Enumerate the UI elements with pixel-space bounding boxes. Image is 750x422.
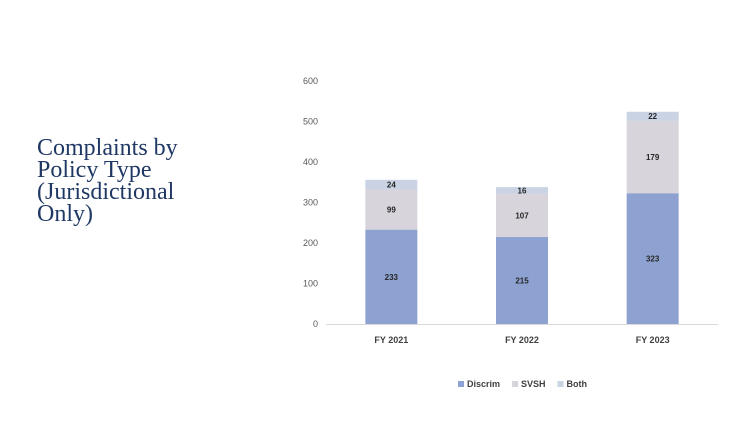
y-tick-label: 500 (303, 117, 318, 127)
x-tick-label: FY 2022 (505, 335, 539, 345)
data-label: 233 (385, 273, 399, 282)
legend-label: SVSH (521, 379, 546, 389)
bar-discrim (626, 193, 679, 324)
y-tick-label: 0 (313, 319, 318, 329)
legend-swatch (557, 381, 564, 387)
y-tick-label: 300 (303, 198, 318, 208)
bar-both (626, 111, 679, 121)
bar-both (496, 187, 548, 194)
x-tick-label: FY 2023 (636, 335, 670, 345)
y-tick-label: 100 (303, 279, 318, 289)
slide-title: Complaints by Policy Type (Jurisdictiona… (37, 135, 178, 227)
legend-swatch (512, 381, 519, 387)
x-axis: FY 2021 FY 2022 FY 2023 (374, 335, 669, 345)
data-label: 179 (646, 153, 660, 162)
legend-swatch (458, 381, 464, 387)
y-tick-label: 600 (303, 76, 318, 86)
data-label: 22 (648, 112, 657, 121)
data-label: 16 (518, 186, 527, 195)
bars: 233 99 24 215 107 16 323 179 22 (365, 111, 679, 324)
data-label: 99 (387, 206, 396, 215)
bar-svsh (365, 189, 418, 230)
bar-svsh (496, 193, 548, 237)
y-axis: 0 100 200 300 400 500 600 (303, 76, 318, 329)
bar-both (365, 179, 418, 190)
data-label: 107 (515, 211, 529, 220)
x-tick-label: FY 2021 (374, 335, 408, 345)
bar-discrim (496, 236, 548, 324)
y-tick-label: 200 (303, 238, 318, 248)
legend-label: Discrim (467, 379, 500, 389)
bar-discrim (365, 229, 418, 324)
y-tick-label: 400 (303, 157, 318, 167)
data-label: 24 (387, 181, 396, 190)
bar-svsh (626, 120, 679, 194)
legend-label: Both (567, 379, 588, 389)
data-label: 323 (646, 255, 660, 264)
legend: Discrim SVSH Both (458, 379, 587, 389)
data-label: 215 (515, 276, 529, 285)
